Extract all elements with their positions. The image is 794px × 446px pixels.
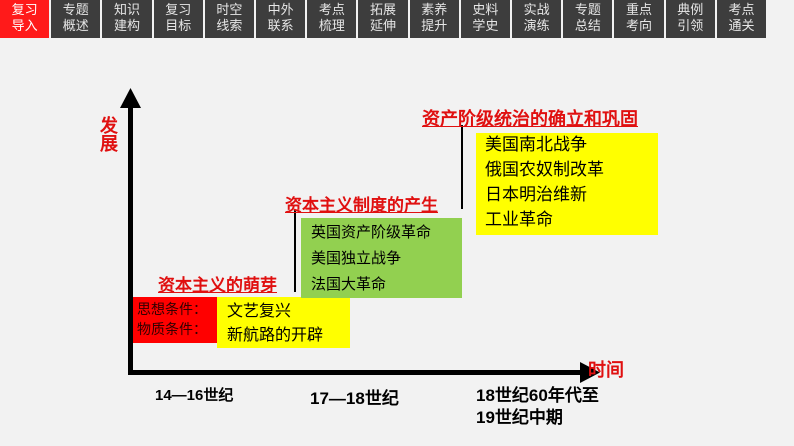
stage2-items-box: 英国资产阶级革命 美国独立战争 法国大革命 — [301, 218, 462, 298]
tab-9[interactable]: 史料 学史 — [460, 0, 511, 38]
tab-4[interactable]: 时空 线索 — [204, 0, 255, 38]
tab-11[interactable]: 专题 总结 — [563, 0, 613, 38]
x-axis — [128, 370, 583, 375]
tab-0[interactable]: 复习 导入 — [0, 0, 50, 38]
stage-item: 美国南北战争 — [485, 135, 587, 155]
period-label: 19世纪中期 — [476, 408, 563, 427]
stage1-title: 资本主义的萌芽 — [158, 276, 277, 296]
x-axis-arrow-icon — [580, 362, 600, 383]
stage-item: 英国资产阶级革命 — [311, 223, 432, 241]
stage3-title: 资产阶级统治的确立和巩固 — [422, 109, 638, 130]
stage-item: 法国大革命 — [311, 275, 387, 293]
condition-label: 物质条件： — [137, 322, 207, 338]
condition-label: 思想条件： — [137, 302, 207, 318]
y-axis-arrow-icon — [120, 88, 141, 108]
tab-14[interactable]: 考点 通关 — [716, 0, 767, 38]
step-line — [461, 125, 463, 209]
period-label: 14—16世纪 — [155, 387, 234, 404]
stage2-title: 资本主义制度的产生 — [285, 196, 438, 216]
stage-item: 文艺复兴 — [227, 301, 292, 320]
stage-item: 美国独立战争 — [311, 249, 402, 267]
stage-item: 工业革命 — [485, 210, 553, 230]
tab-10[interactable]: 实战 演练 — [512, 0, 562, 38]
tab-12[interactable]: 重点 考向 — [614, 0, 664, 38]
tab-3[interactable]: 复习 目标 — [153, 0, 203, 38]
tab-2[interactable]: 知识 建构 — [102, 0, 152, 38]
stage3-items-box: 美国南北战争 俄国农奴制改革 日本明治维新 工业革命 — [476, 133, 658, 235]
y-axis — [128, 105, 133, 375]
tab-5[interactable]: 中外 联系 — [256, 0, 306, 38]
x-axis-label: 时间 — [588, 360, 624, 381]
tab-13[interactable]: 典例 引领 — [665, 0, 715, 38]
tab-7[interactable]: 拓展 延伸 — [358, 0, 408, 38]
y-axis-label: 发展 — [97, 116, 118, 152]
stage-item: 日本明治维新 — [485, 185, 587, 205]
tab-6[interactable]: 考点 梳理 — [307, 0, 357, 38]
tab-8[interactable]: 素养 提升 — [409, 0, 459, 38]
period-label: 17—18世纪 — [310, 389, 399, 408]
stage1-conditions-box: 思想条件： 物质条件： — [133, 297, 217, 343]
step-line — [294, 210, 296, 292]
period-label: 18世纪60年代至 — [476, 386, 599, 405]
stage-item: 新航路的开辟 — [227, 325, 324, 344]
nav-tabs: 复习 导入 专题 概述 知识 建构 复习 目标 时空 线索 中外 联系 考点 梳理 拓展 延伸… — [0, 0, 767, 38]
tab-1[interactable]: 专题 概述 — [51, 0, 101, 38]
stage-item: 俄国农奴制改革 — [485, 160, 604, 180]
stage1-items-box: 文艺复兴 新航路的开辟 — [217, 297, 350, 348]
